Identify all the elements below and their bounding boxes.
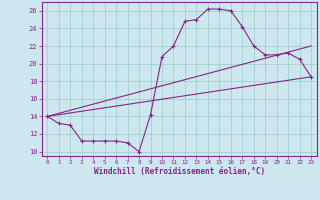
X-axis label: Windchill (Refroidissement éolien,°C): Windchill (Refroidissement éolien,°C) (94, 167, 265, 176)
